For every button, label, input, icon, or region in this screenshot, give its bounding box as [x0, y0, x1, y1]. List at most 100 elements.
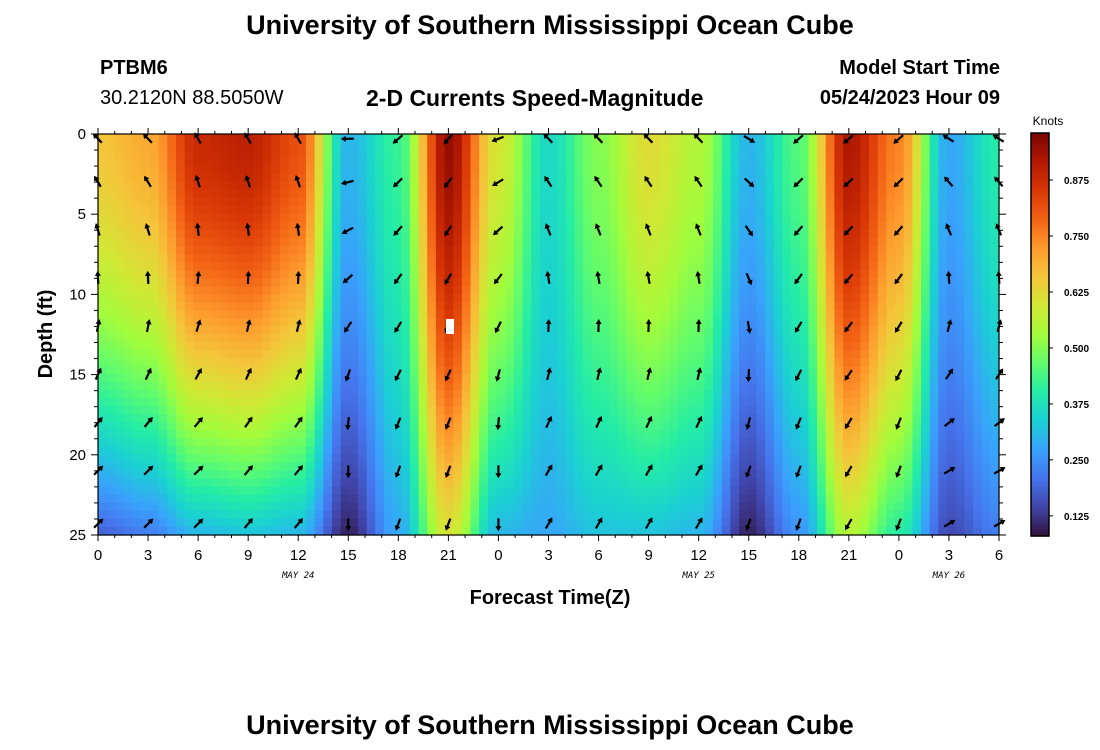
- heatmap-cell: [288, 438, 298, 448]
- heatmap-cell: [574, 494, 584, 504]
- heatmap-cell: [219, 470, 229, 480]
- heatmap-cell: [938, 302, 948, 312]
- heatmap-cell: [227, 190, 238, 199]
- heatmap-cell: [158, 310, 168, 320]
- heatmap-cell: [825, 270, 835, 279]
- heatmap-cell: [635, 270, 645, 279]
- heatmap-cell: [219, 166, 229, 175]
- heatmap-cell: [669, 254, 680, 263]
- heatmap-cell: [695, 142, 706, 151]
- heatmap-cell: [227, 350, 238, 360]
- heatmap-cell: [548, 254, 558, 263]
- heatmap-cell: [860, 478, 870, 488]
- heatmap-cell: [149, 310, 160, 320]
- heatmap-cell: [340, 358, 350, 368]
- heatmap-cell: [435, 278, 446, 287]
- heatmap-cell: [903, 198, 913, 207]
- heatmap-cell: [583, 198, 593, 207]
- heatmap-cell: [167, 414, 177, 424]
- heatmap-cell: [479, 278, 489, 287]
- heatmap-cell: [678, 318, 688, 328]
- heatmap-cell: [366, 470, 376, 480]
- heatmap-cell: [401, 526, 411, 536]
- heatmap-cell: [730, 358, 740, 368]
- heatmap-cell: [357, 390, 368, 400]
- heatmap-cell: [505, 430, 515, 440]
- heatmap-cell: [895, 278, 905, 287]
- heatmap-cell: [678, 262, 688, 271]
- heatmap-cell: [115, 334, 125, 344]
- heatmap-cell: [184, 518, 194, 528]
- heatmap-cell: [695, 382, 706, 392]
- heatmap-cell: [201, 494, 212, 504]
- heatmap-cell: [340, 510, 350, 520]
- heatmap-cell: [557, 446, 567, 456]
- heatmap-cell: [323, 158, 333, 167]
- heatmap-cell: [695, 494, 706, 504]
- heatmap-cell: [323, 366, 333, 376]
- heatmap-cell: [903, 278, 913, 287]
- heatmap-cell: [539, 150, 550, 159]
- heatmap-cell: [314, 334, 324, 344]
- heatmap-cell: [227, 446, 238, 456]
- heatmap-cell: [912, 150, 922, 159]
- heatmap-cell: [834, 334, 844, 344]
- heatmap-cell: [808, 406, 818, 416]
- heatmap-cell: [392, 286, 402, 295]
- heatmap-cell: [678, 134, 688, 143]
- heatmap-cell: [487, 446, 498, 456]
- heatmap-cell: [531, 350, 541, 360]
- heatmap-cell: [297, 206, 307, 215]
- heatmap-cell: [132, 166, 142, 175]
- heatmap-cell: [886, 382, 896, 392]
- heatmap-cell: [678, 326, 688, 336]
- heatmap-cell: [98, 190, 108, 199]
- heatmap-cell: [583, 358, 593, 368]
- heatmap-cell: [947, 406, 957, 416]
- heatmap-cell: [886, 438, 896, 448]
- heatmap-cell: [557, 214, 567, 223]
- heatmap-cell: [409, 230, 420, 239]
- heatmap-cell: [557, 182, 567, 191]
- heatmap-cell: [349, 350, 359, 360]
- heatmap-cell: [175, 238, 186, 247]
- heatmap-cell: [669, 342, 680, 352]
- heatmap-cell: [383, 214, 394, 223]
- heatmap-cell: [297, 302, 307, 312]
- heatmap-cell: [210, 334, 220, 344]
- heatmap-cell: [383, 254, 394, 263]
- heatmap-cell: [600, 142, 610, 151]
- heatmap-cell: [799, 310, 809, 320]
- heatmap-cell: [617, 222, 628, 231]
- heatmap-cell: [609, 262, 619, 271]
- heatmap-cell: [141, 406, 151, 416]
- heatmap-cell: [496, 198, 506, 207]
- heatmap-cell: [340, 518, 350, 528]
- heatmap-cell: [929, 246, 939, 255]
- heatmap-cell: [479, 406, 489, 416]
- heatmap-cell: [583, 454, 593, 464]
- heatmap-cell: [288, 398, 298, 408]
- heatmap-cell: [947, 526, 957, 536]
- heatmap-cell: [357, 246, 368, 255]
- heatmap-cell: [288, 334, 298, 344]
- heatmap-cell: [123, 246, 134, 255]
- heatmap-cell: [609, 486, 619, 496]
- heatmap-cell: [617, 174, 628, 183]
- heatmap-cell: [496, 310, 506, 320]
- heatmap-cell: [626, 134, 636, 143]
- heatmap-cell: [141, 310, 151, 320]
- heatmap-cell: [184, 166, 194, 175]
- heatmap-cell: [314, 414, 324, 424]
- heatmap-cell: [158, 334, 168, 344]
- heatmap-cell: [756, 270, 766, 279]
- heatmap-cell: [886, 366, 896, 376]
- heatmap-cell: [340, 214, 350, 223]
- heatmap-cell: [331, 286, 342, 295]
- heatmap-cell: [652, 382, 662, 392]
- heatmap-cell: [349, 390, 359, 400]
- heatmap-cell: [808, 342, 818, 352]
- heatmap-cell: [531, 134, 541, 143]
- heatmap-cell: [617, 158, 628, 167]
- heatmap-cell: [652, 422, 662, 432]
